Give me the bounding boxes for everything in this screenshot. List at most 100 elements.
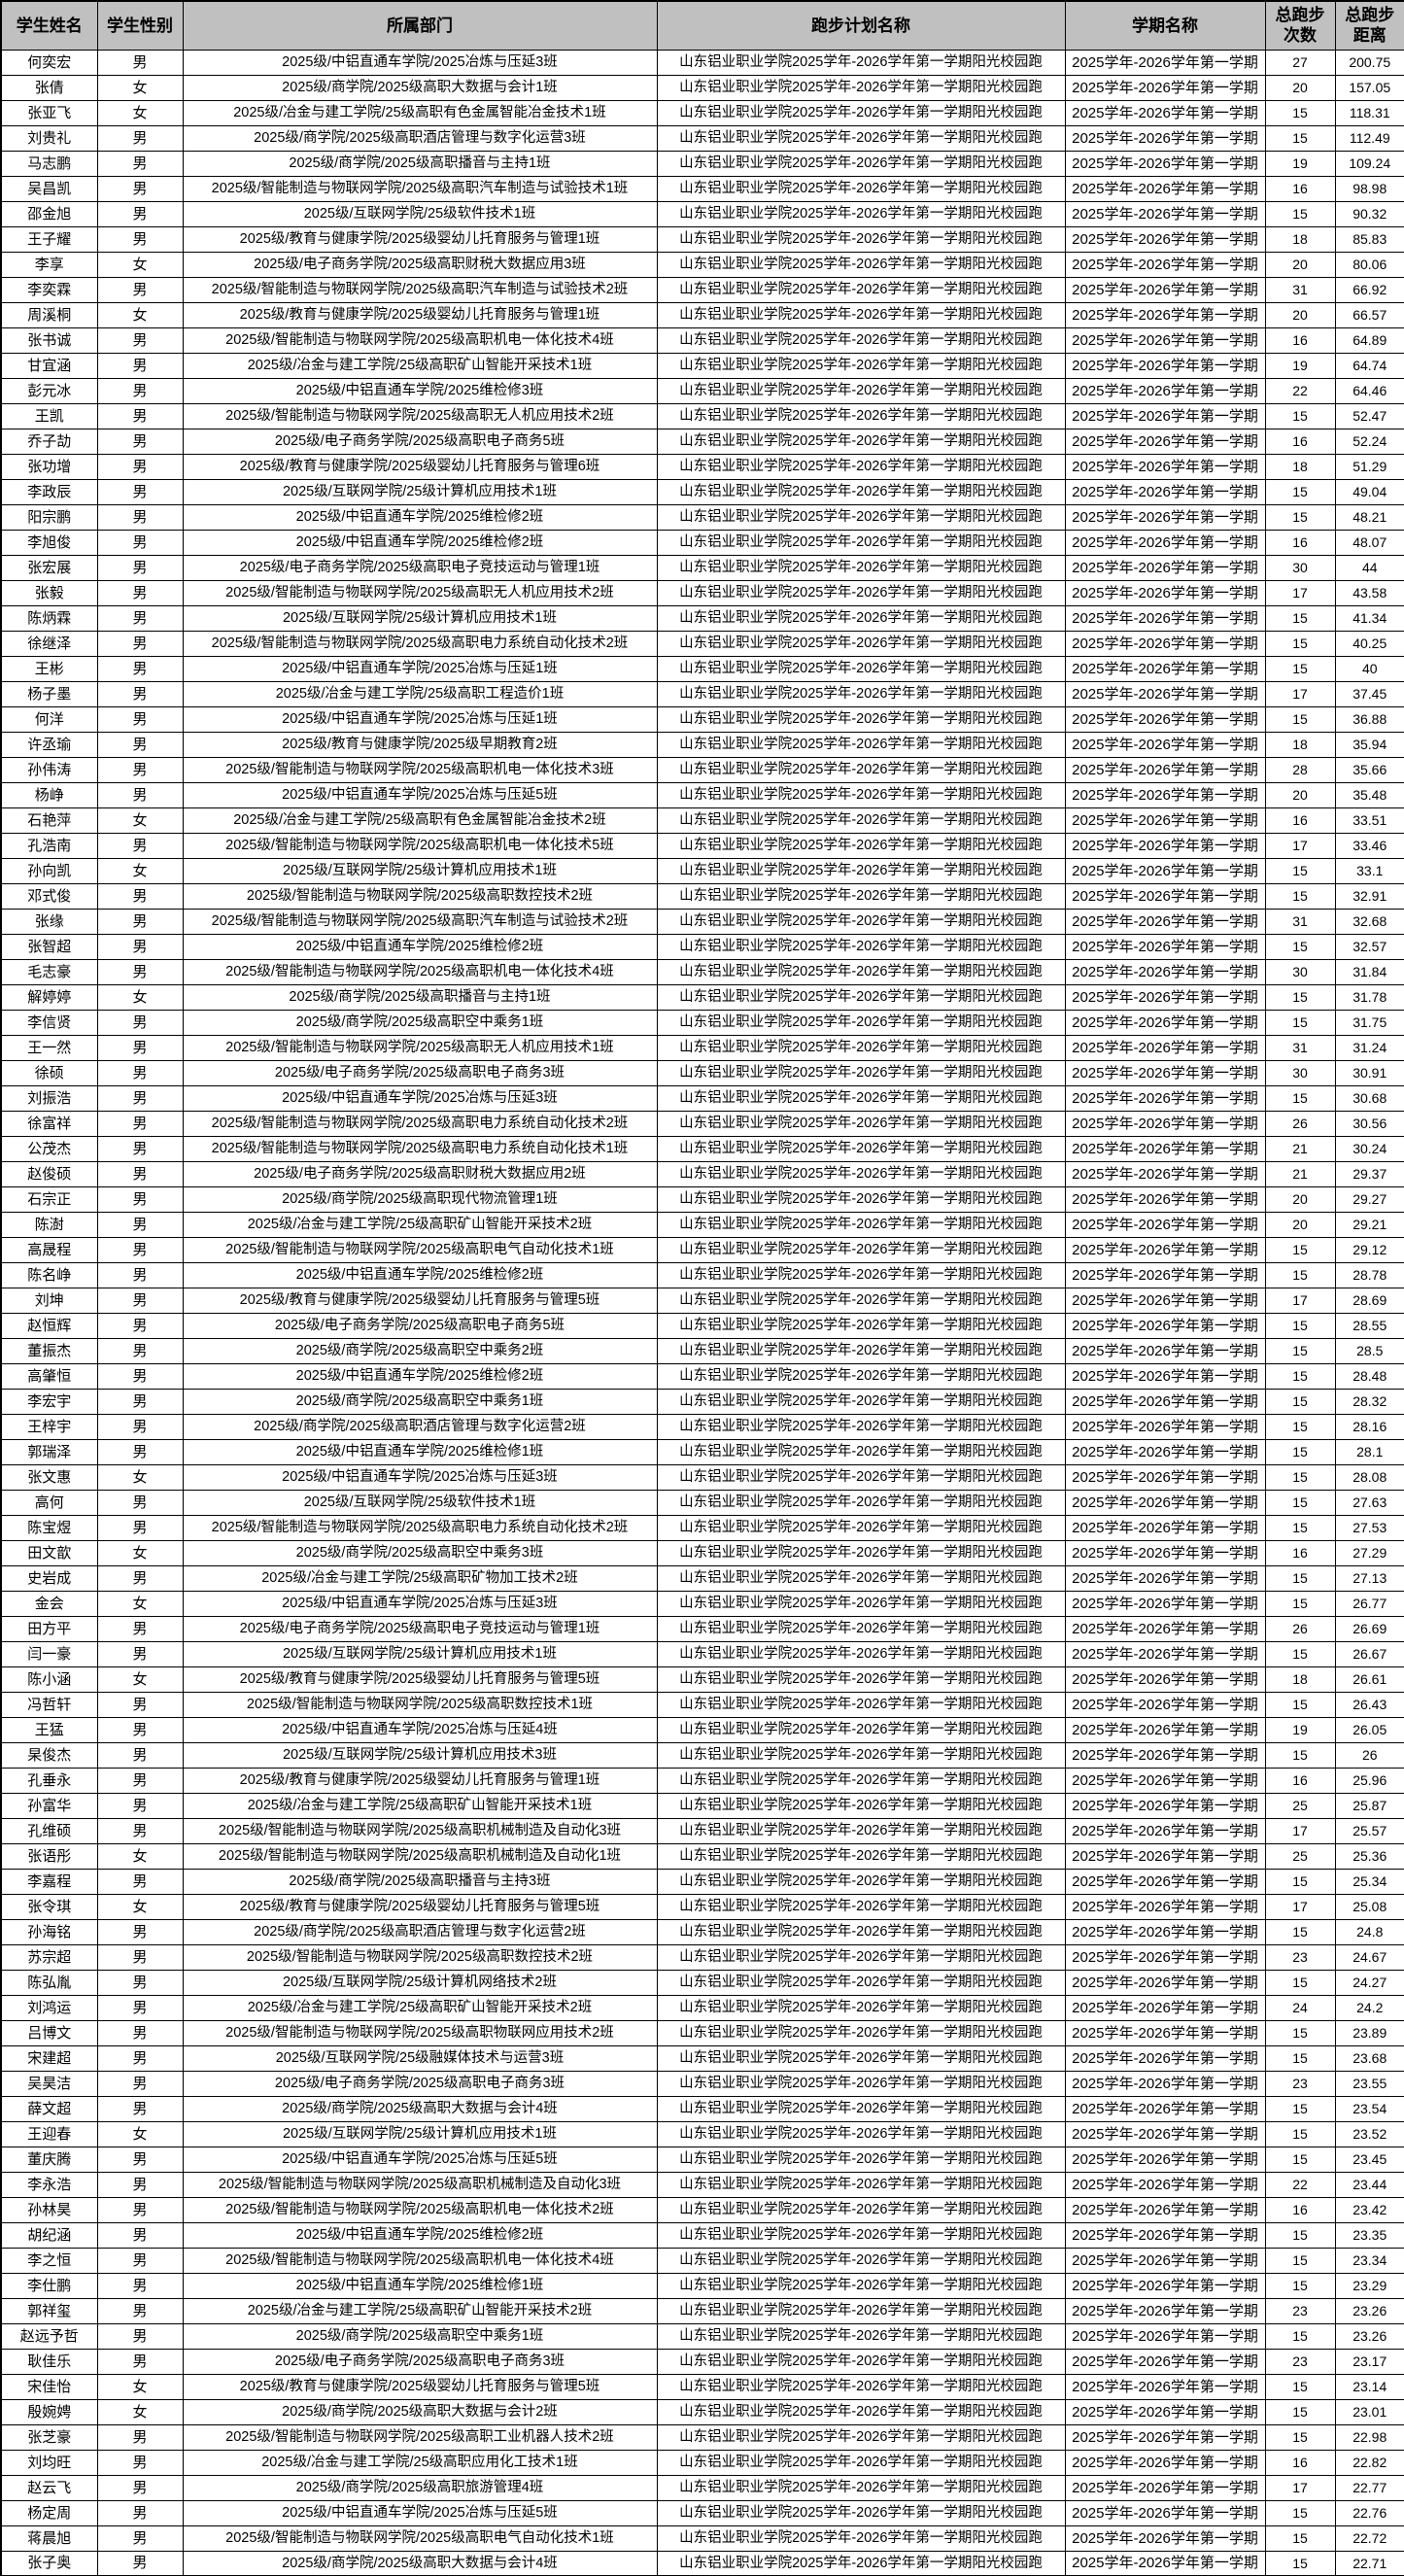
cell-distance[interactable]: 22.72 <box>1334 2524 1404 2552</box>
cell-plan[interactable]: 山东铝业职业学院2025学年-2026学年第一学期阳光校园跑 <box>656 1438 1066 1465</box>
cell-dept[interactable]: 2025级/商学院/2025级高职酒店管理与数字化运营2班 <box>182 1413 658 1440</box>
cell-runs[interactable]: 21 <box>1264 1160 1336 1187</box>
cell-distance[interactable]: 49.04 <box>1334 478 1404 505</box>
cell-semester[interactable]: 2025学年-2026学年第一学期 <box>1064 983 1266 1011</box>
cell-runs[interactable]: 15 <box>1264 2550 1336 2576</box>
cell-dept[interactable]: 2025级/智能制造与物联网学院/2025级高职汽车制造与试验技术2班 <box>182 276 658 303</box>
cell-name[interactable]: 吴昊洁 <box>0 2070 98 2097</box>
cell-runs[interactable]: 16 <box>1264 1539 1336 1566</box>
cell-plan[interactable]: 山东铝业职业学院2025学年-2026学年第一学期阳光校园跑 <box>656 402 1066 429</box>
cell-gender[interactable]: 男 <box>96 1312 184 1339</box>
cell-gender[interactable]: 女 <box>96 1666 184 1693</box>
cell-dept[interactable]: 2025级/智能制造与物联网学院/2025级高职工业机器人技术2班 <box>182 2423 658 2451</box>
cell-dept[interactable]: 2025级/智能制造与物联网学院/2025级高职汽车制造与试验技术1班 <box>182 175 658 202</box>
cell-gender[interactable]: 男 <box>96 2423 184 2451</box>
cell-runs[interactable]: 15 <box>1264 2423 1336 2451</box>
cell-gender[interactable]: 女 <box>96 2398 184 2425</box>
cell-gender[interactable]: 男 <box>96 2348 184 2375</box>
cell-runs[interactable]: 15 <box>1264 2095 1336 2122</box>
cell-name[interactable]: 李仕鹏 <box>0 2272 98 2299</box>
cell-distance[interactable]: 157.05 <box>1334 74 1404 101</box>
cell-semester[interactable]: 2025学年-2026学年第一学期 <box>1064 1817 1266 1844</box>
cell-dept[interactable]: 2025级/教育与健康学院/2025级早期教育2班 <box>182 731 658 758</box>
cell-runs[interactable]: 17 <box>1264 1287 1336 1314</box>
cell-dept[interactable]: 2025级/教育与健康学院/2025级婴幼儿托育服务与管理1班 <box>182 1767 658 1794</box>
cell-runs[interactable]: 16 <box>1264 807 1336 834</box>
cell-gender[interactable]: 男 <box>96 2146 184 2173</box>
cell-gender[interactable]: 男 <box>96 756 184 783</box>
cell-distance[interactable]: 32.91 <box>1334 882 1404 910</box>
cell-plan[interactable]: 山东铝业职业学院2025学年-2026学年第一学期阳光校园跑 <box>656 124 1066 152</box>
cell-distance[interactable]: 26.05 <box>1334 1716 1404 1743</box>
cell-semester[interactable]: 2025学年-2026学年第一学期 <box>1064 882 1266 910</box>
cell-plan[interactable]: 山东铝业职业学院2025学年-2026学年第一学期阳光校园跑 <box>656 2171 1066 2198</box>
cell-name[interactable]: 高晟程 <box>0 1236 98 1263</box>
cell-name[interactable]: 董振杰 <box>0 1337 98 1364</box>
cell-plan[interactable]: 山东铝业职业学院2025学年-2026学年第一学期阳光校园跑 <box>656 49 1066 76</box>
cell-plan[interactable]: 山东铝业职业学院2025学年-2026学年第一学期阳光校园跑 <box>656 1211 1066 1238</box>
cell-runs[interactable]: 15 <box>1264 983 1336 1011</box>
cell-distance[interactable]: 24.2 <box>1334 1994 1404 2021</box>
cell-name[interactable]: 吴昌凯 <box>0 175 98 202</box>
cell-gender[interactable]: 男 <box>96 453 184 480</box>
cell-runs[interactable]: 25 <box>1264 1792 1336 1819</box>
cell-gender[interactable]: 女 <box>96 983 184 1011</box>
cell-plan[interactable]: 山东铝业职业学院2025学年-2026学年第一学期阳光校园跑 <box>656 2070 1066 2097</box>
cell-plan[interactable]: 山东铝业职业学院2025学年-2026学年第一学期阳光校园跑 <box>656 2474 1066 2501</box>
cell-name[interactable]: 陈弘胤 <box>0 1969 98 1996</box>
cell-dept[interactable]: 2025级/互联网学院/25级计算机应用技术1班 <box>182 2120 658 2147</box>
cell-runs[interactable]: 19 <box>1264 150 1336 177</box>
cell-semester[interactable]: 2025学年-2026学年第一学期 <box>1064 1287 1266 1314</box>
cell-gender[interactable]: 男 <box>96 2171 184 2198</box>
cell-plan[interactable]: 山东铝业职业学院2025学年-2026学年第一学期阳光校园跑 <box>656 832 1066 859</box>
cell-name[interactable]: 陈澍 <box>0 1211 98 1238</box>
cell-name[interactable]: 李宏宇 <box>0 1388 98 1415</box>
cell-semester[interactable]: 2025学年-2026学年第一学期 <box>1064 276 1266 303</box>
cell-name[interactable]: 许丞瑜 <box>0 731 98 758</box>
cell-distance[interactable]: 29.37 <box>1334 1160 1404 1187</box>
cell-plan[interactable]: 山东铝业职业学院2025学年-2026学年第一学期阳光校园跑 <box>656 1640 1066 1667</box>
cell-plan[interactable]: 山东铝业职业学院2025学年-2026学年第一学期阳光校园跑 <box>656 428 1066 455</box>
cell-gender[interactable]: 男 <box>96 1741 184 1769</box>
cell-name[interactable]: 王一然 <box>0 1034 98 1061</box>
cell-gender[interactable]: 男 <box>96 1110 184 1137</box>
cell-plan[interactable]: 山东铝业职业学院2025学年-2026学年第一学期阳光校园跑 <box>656 1564 1066 1592</box>
cell-dept[interactable]: 2025级/商学院/2025级高职空中乘务1班 <box>182 1009 658 1036</box>
cell-gender[interactable]: 女 <box>96 1893 184 1920</box>
cell-name[interactable]: 彭元冰 <box>0 377 98 404</box>
cell-distance[interactable]: 28.5 <box>1334 1337 1404 1364</box>
cell-runs[interactable]: 31 <box>1264 1034 1336 1061</box>
cell-plan[interactable]: 山东铝业职业学院2025学年-2026学年第一学期阳光校园跑 <box>656 1059 1066 1086</box>
column-header-dept[interactable]: 所属部门 <box>182 0 658 51</box>
cell-gender[interactable]: 男 <box>96 1615 184 1642</box>
cell-runs[interactable]: 19 <box>1264 352 1336 379</box>
cell-name[interactable]: 孔垂永 <box>0 1767 98 1794</box>
cell-semester[interactable]: 2025学年-2026学年第一学期 <box>1064 680 1266 707</box>
cell-runs[interactable]: 15 <box>1264 99 1336 126</box>
cell-name[interactable]: 徐富祥 <box>0 1110 98 1137</box>
cell-plan[interactable]: 山东铝业职业学院2025学年-2026学年第一学期阳光校园跑 <box>656 2398 1066 2425</box>
cell-name[interactable]: 杨峥 <box>0 781 98 808</box>
cell-gender[interactable]: 男 <box>96 630 184 657</box>
cell-gender[interactable]: 男 <box>96 554 184 581</box>
cell-gender[interactable]: 男 <box>96 1185 184 1213</box>
cell-dept[interactable]: 2025级/商学院/2025级高职大数据与会计1班 <box>182 74 658 101</box>
cell-gender[interactable]: 女 <box>96 1842 184 1870</box>
cell-runs[interactable]: 15 <box>1264 2524 1336 2552</box>
cell-gender[interactable]: 男 <box>96 1135 184 1162</box>
cell-gender[interactable]: 男 <box>96 908 184 935</box>
cell-name[interactable]: 赵云飞 <box>0 2474 98 2501</box>
cell-name[interactable]: 冯哲轩 <box>0 1691 98 1718</box>
cell-runs[interactable]: 17 <box>1264 579 1336 606</box>
cell-name[interactable]: 刘坤 <box>0 1287 98 1314</box>
cell-runs[interactable]: 31 <box>1264 276 1336 303</box>
cell-gender[interactable]: 女 <box>96 2373 184 2400</box>
cell-runs[interactable]: 15 <box>1264 402 1336 429</box>
cell-dept[interactable]: 2025级/中铝直通车学院/2025维检修2班 <box>182 1261 658 1288</box>
cell-runs[interactable]: 15 <box>1264 1362 1336 1390</box>
cell-name[interactable]: 张书诚 <box>0 326 98 354</box>
cell-runs[interactable]: 15 <box>1264 1918 1336 1945</box>
cell-plan[interactable]: 山东铝业职业学院2025学年-2026学年第一学期阳光校园跑 <box>656 326 1066 354</box>
cell-runs[interactable]: 15 <box>1264 1514 1336 1541</box>
cell-distance[interactable]: 40.25 <box>1334 630 1404 657</box>
